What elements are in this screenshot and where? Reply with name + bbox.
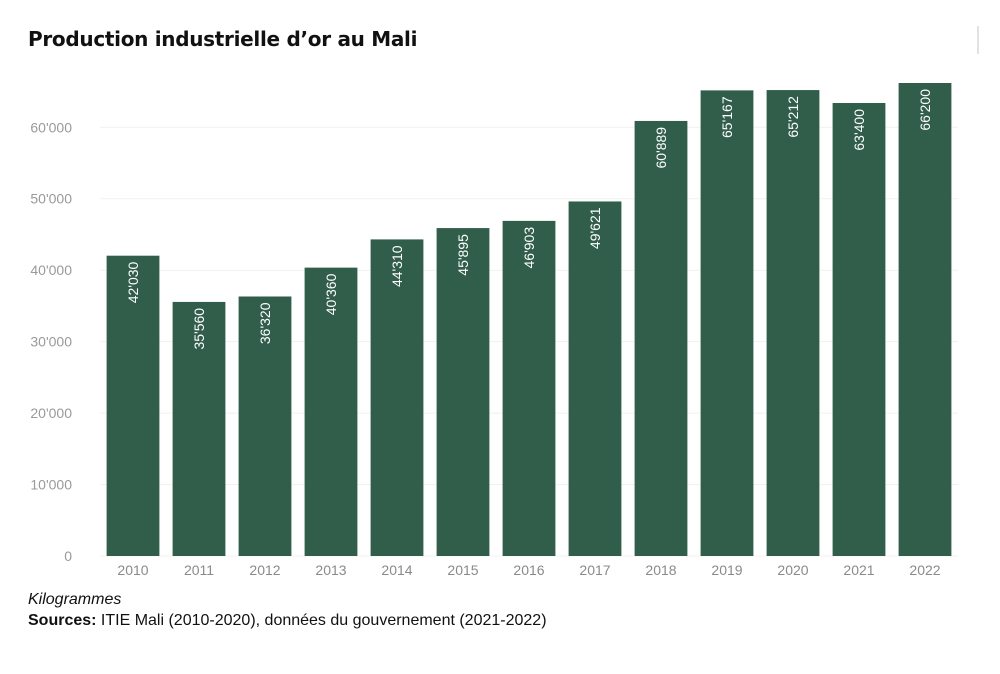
x-tick-label: 2011 <box>184 562 214 578</box>
data-label: 66'200 <box>917 89 933 131</box>
x-tick-label: 2013 <box>315 562 346 578</box>
x-tick-label: 2015 <box>447 562 478 578</box>
bar <box>832 103 886 556</box>
x-tick-label: 2019 <box>711 562 742 578</box>
x-tick-label: 2018 <box>645 562 676 578</box>
bar <box>634 120 688 556</box>
edge-divider <box>977 26 979 54</box>
bar <box>106 255 160 557</box>
bar <box>370 239 424 557</box>
x-tick-label: 2010 <box>117 562 148 578</box>
chart-title: Production industrielle d’or au Mali <box>28 27 418 51</box>
bar <box>304 267 358 556</box>
y-tick-label: 40'000 <box>30 262 72 278</box>
source-text: ITIE Mali (2010-2020), données du gouver… <box>96 612 547 629</box>
data-label: 45'895 <box>455 234 471 276</box>
bar <box>766 90 820 557</box>
bar <box>700 90 754 556</box>
x-tick-label: 2012 <box>249 562 280 578</box>
y-tick-label: 60'000 <box>30 119 72 135</box>
data-label: 40'360 <box>323 273 339 315</box>
y-tick-label: 50'000 <box>30 191 72 207</box>
source-label: Sources: <box>28 612 97 629</box>
source-note: Sources: ITIE Mali (2010-2020), données … <box>28 612 547 630</box>
data-label: 65'212 <box>785 96 801 138</box>
y-tick-label: 20'000 <box>30 405 72 421</box>
data-label: 46'903 <box>521 227 537 269</box>
x-tick-label: 2017 <box>579 562 610 578</box>
data-label: 42'030 <box>125 261 141 303</box>
y-tick-label: 10'000 <box>30 477 72 493</box>
bar <box>568 201 622 556</box>
bar <box>898 83 952 556</box>
data-label: 63'400 <box>851 109 867 151</box>
x-tick-label: 2014 <box>381 562 412 578</box>
data-label: 49'621 <box>587 207 603 249</box>
bar <box>436 228 490 556</box>
bar <box>502 220 556 556</box>
data-label: 65'167 <box>719 96 735 138</box>
bar <box>238 296 292 556</box>
bar <box>172 301 226 556</box>
x-tick-label: 2021 <box>843 562 874 578</box>
y-tick-label: 0 <box>64 548 72 564</box>
x-tick-label: 2020 <box>777 562 808 578</box>
data-label: 35'560 <box>191 308 207 350</box>
data-label: 36'320 <box>257 302 273 344</box>
y-tick-label: 30'000 <box>30 334 72 350</box>
data-label: 60'889 <box>653 127 669 169</box>
x-tick-label: 2016 <box>513 562 544 578</box>
data-label: 44'310 <box>389 245 405 287</box>
unit-note: Kilogrammes <box>28 591 122 608</box>
x-tick-label: 2022 <box>909 562 940 578</box>
